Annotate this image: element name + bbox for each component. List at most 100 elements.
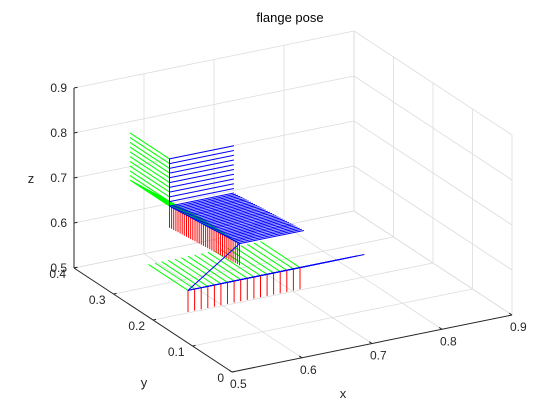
frame-z-axis xyxy=(184,200,249,215)
frame-y-axis xyxy=(148,263,189,291)
grid-line xyxy=(353,120,513,226)
x-tick-mark xyxy=(298,355,303,359)
frame-y-axis xyxy=(227,247,268,275)
grid-line xyxy=(353,165,513,271)
frame-z-axis xyxy=(235,227,300,242)
z-axis-label: z xyxy=(28,171,35,186)
frame-z-axis xyxy=(169,159,234,174)
frame-y-axis xyxy=(260,241,301,269)
path-segment xyxy=(186,214,189,217)
y-tick-mark xyxy=(231,370,236,373)
frame-z-axis xyxy=(169,169,234,184)
frame-y-axis xyxy=(154,262,195,290)
frame-z-axis xyxy=(205,211,271,226)
path-segment xyxy=(247,276,254,279)
frame-z-axis xyxy=(197,207,262,222)
frame-y-axis xyxy=(129,137,170,165)
x-tick-mark xyxy=(368,341,373,344)
frame-y-axis xyxy=(129,141,170,169)
pose-frames xyxy=(129,132,365,312)
y-tick-label: 0.1 xyxy=(168,345,185,359)
z-tick-mark xyxy=(73,221,78,224)
path-segment xyxy=(293,267,301,270)
path-segment xyxy=(273,271,281,274)
path-segment xyxy=(188,215,191,218)
frame-z-axis xyxy=(169,164,234,179)
path-segment xyxy=(213,229,217,232)
frame-z-axis xyxy=(233,226,298,241)
axes-box xyxy=(73,86,513,373)
tick-labels: 0.50.60.70.80.900.10.20.30.40.50.60.70.8… xyxy=(49,81,527,391)
frame-y-axis xyxy=(194,254,235,282)
frame-z-axis xyxy=(169,154,235,169)
z-tick-mark xyxy=(73,131,78,134)
frame-y-axis xyxy=(214,250,255,278)
frame-z-axis xyxy=(182,199,247,214)
y-tick-label: 0.2 xyxy=(128,319,145,333)
x-tick-label: 0.5 xyxy=(230,377,247,391)
frame-z-axis xyxy=(169,150,234,165)
frame-y-axis xyxy=(187,255,228,283)
frame-z-axis xyxy=(169,178,234,193)
path-segment xyxy=(177,210,181,213)
frame-z-axis xyxy=(213,216,279,231)
frame-y-axis xyxy=(129,170,170,198)
path-segment xyxy=(205,224,208,228)
x-tick-label: 0.8 xyxy=(440,334,457,348)
x-tick-mark xyxy=(508,312,513,316)
path-segment xyxy=(173,207,177,210)
path-segment xyxy=(222,234,225,237)
x-tick-label: 0.6 xyxy=(300,363,317,377)
z-tick-label: 0.8 xyxy=(50,126,67,140)
frame-z-axis xyxy=(171,193,237,208)
frame-z-axis xyxy=(177,197,243,212)
grid-line xyxy=(73,30,355,89)
frame-y-axis xyxy=(240,245,281,273)
path-segment xyxy=(220,232,223,235)
path-segment xyxy=(230,238,234,241)
grid-line xyxy=(73,75,355,134)
y-tick-label: 0.4 xyxy=(49,267,66,281)
frame-y-axis xyxy=(168,259,209,287)
frame-z-axis xyxy=(224,222,290,237)
frame-y-axis xyxy=(207,251,248,279)
frame-z-axis xyxy=(180,198,245,213)
frame-z-axis xyxy=(175,195,241,210)
path-segment xyxy=(207,284,215,287)
frame-z-axis xyxy=(169,188,234,203)
frame-z-axis xyxy=(299,254,365,269)
path-segment xyxy=(184,213,187,216)
y-tick-mark xyxy=(113,292,117,295)
path-segment xyxy=(260,273,268,277)
path-segment xyxy=(187,243,240,291)
frame-z-axis xyxy=(209,214,275,229)
frame-y-axis xyxy=(129,165,170,193)
frame-y-axis xyxy=(129,151,170,179)
grid-line xyxy=(73,165,355,224)
path-segment xyxy=(179,211,183,214)
path-segment xyxy=(196,220,200,223)
path-segment xyxy=(201,285,208,289)
frame-y-axis xyxy=(129,160,170,188)
frame-y-axis xyxy=(129,146,170,174)
path-segment xyxy=(233,279,241,282)
z-tick-label: 0.5 xyxy=(50,261,67,275)
frame-z-axis xyxy=(169,183,235,198)
path-segment xyxy=(194,287,202,290)
x-tick-mark xyxy=(438,326,443,330)
x-tick-label: 0.9 xyxy=(510,320,527,334)
grid-line xyxy=(353,210,513,316)
path-segment xyxy=(203,223,206,226)
path-segment xyxy=(228,237,232,240)
path-segment xyxy=(220,281,228,285)
frame-y-axis xyxy=(129,156,170,184)
frame-z-axis xyxy=(211,215,277,230)
frame-y-axis xyxy=(247,243,288,271)
y-axis-label: y xyxy=(141,375,148,390)
frame-z-axis xyxy=(207,212,273,228)
path-segment xyxy=(240,277,248,281)
frame-z-axis xyxy=(239,230,304,245)
frame-z-axis xyxy=(194,206,260,221)
path-segment xyxy=(198,221,202,224)
